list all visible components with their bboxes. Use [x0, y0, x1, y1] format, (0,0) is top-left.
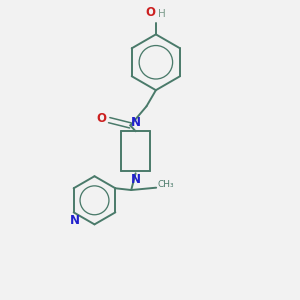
Text: N: N — [130, 116, 141, 129]
Text: H: H — [158, 9, 166, 19]
Text: O: O — [96, 112, 106, 125]
Text: O: O — [146, 6, 156, 19]
Text: N: N — [130, 173, 141, 186]
Text: CH₃: CH₃ — [158, 180, 174, 189]
Text: N: N — [70, 214, 80, 227]
